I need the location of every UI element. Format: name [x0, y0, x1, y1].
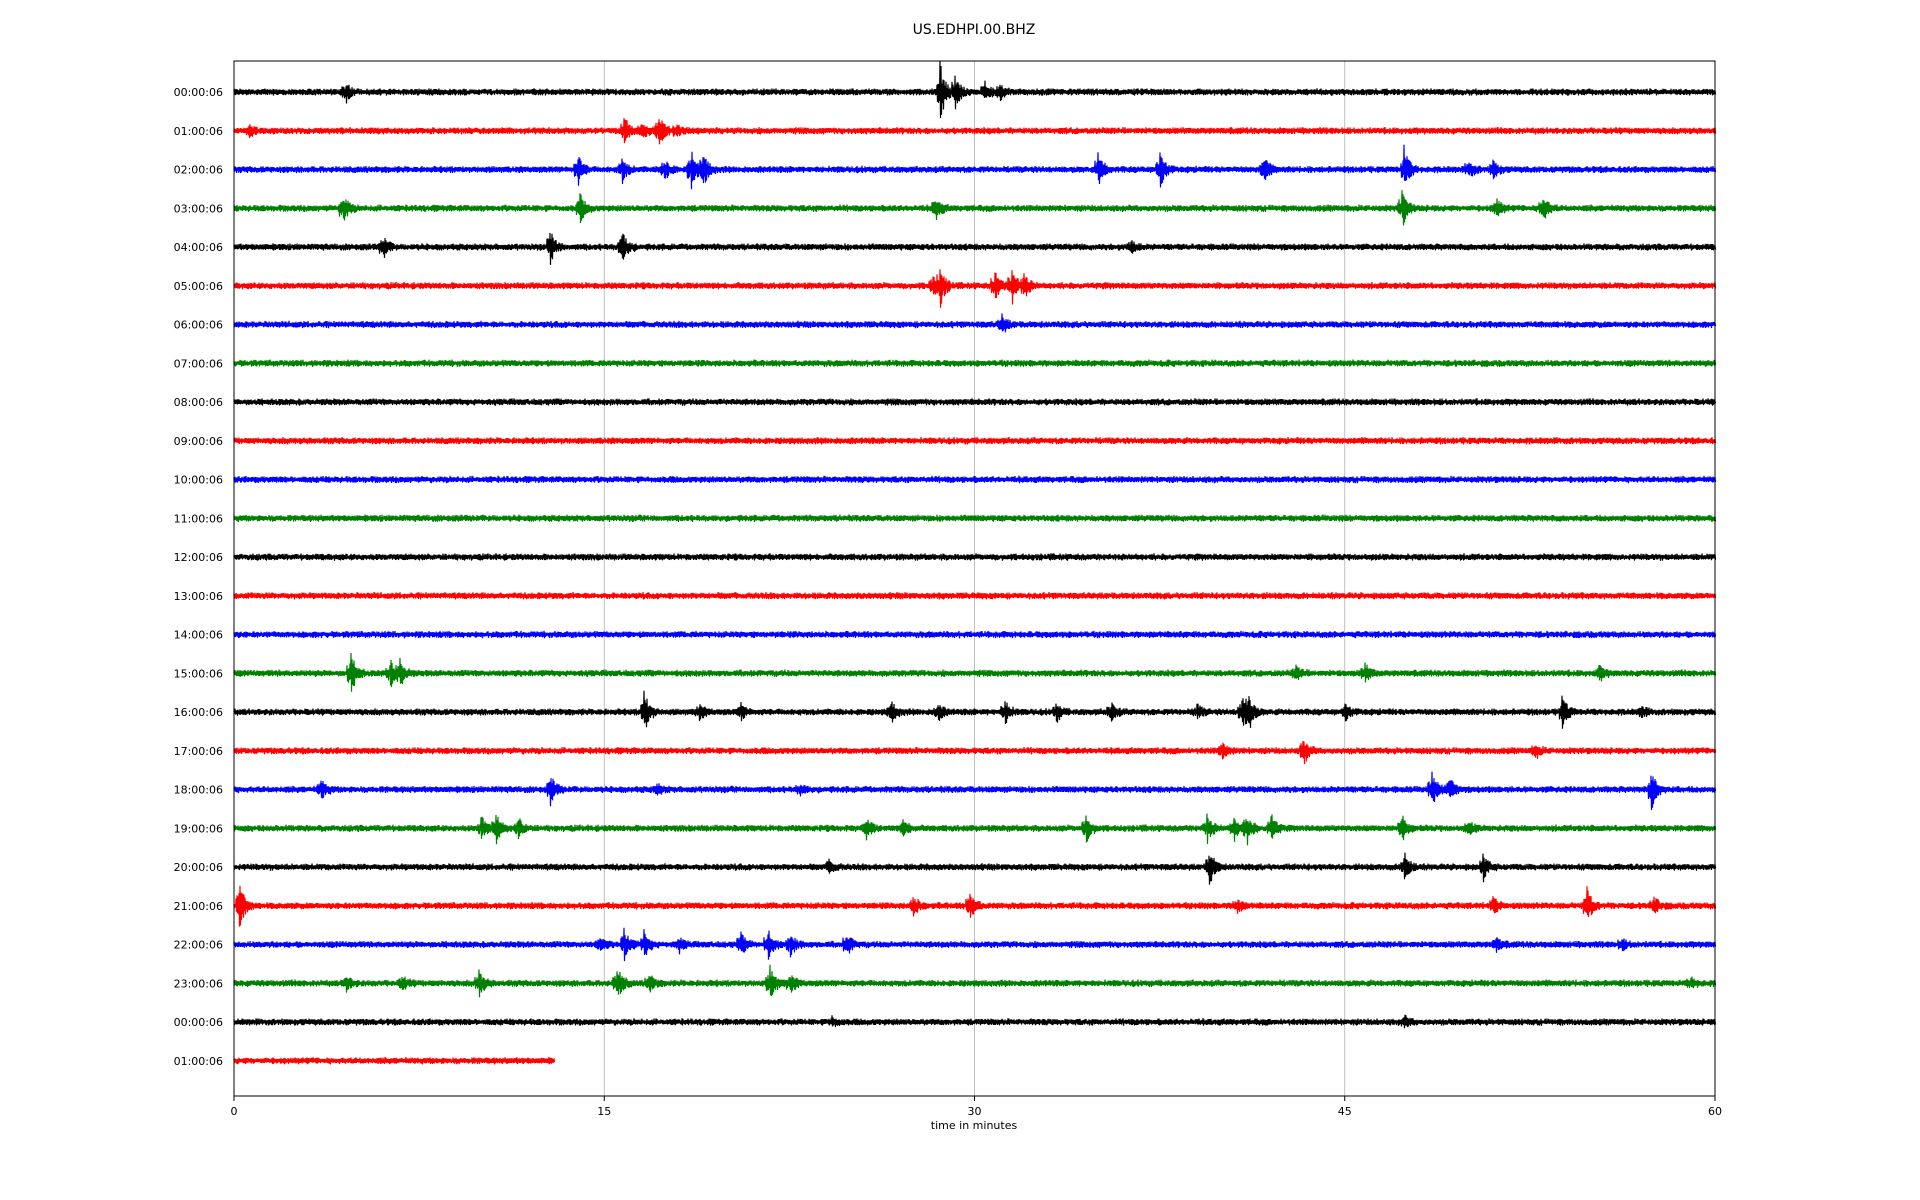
trace-row-12: [233, 553, 1717, 561]
trace-row-23: [233, 964, 1717, 998]
row-label-15: 15:00:06: [174, 667, 223, 680]
trace-row-8: [233, 398, 1717, 406]
trace-rows: [233, 61, 1717, 1065]
row-label-11: 11:00:06: [174, 512, 223, 525]
trace-row-0: [233, 61, 1717, 119]
trace-row-6: [233, 313, 1717, 333]
trace-row-9: [233, 436, 1717, 445]
x-tick-label-0: 0: [231, 1105, 238, 1118]
x-tick-label-60: 60: [1708, 1105, 1722, 1118]
row-label-1: 01:00:06: [174, 125, 223, 138]
trace-row-25: [233, 1056, 556, 1065]
row-label-17: 17:00:06: [174, 745, 223, 758]
trace-row-15: [233, 652, 1717, 692]
row-label-4: 04:00:06: [174, 241, 223, 254]
row-label-24: 00:00:06: [174, 1016, 223, 1029]
row-label-14: 14:00:06: [174, 629, 223, 642]
trace-row-13: [233, 591, 1717, 600]
trace-row-11: [233, 514, 1717, 523]
vertical-gridlines: [603, 61, 1346, 1096]
trace-row-19: [233, 813, 1717, 846]
row-label-16: 16:00:06: [174, 706, 223, 719]
row-label-6: 06:00:06: [174, 319, 223, 332]
trace-row-16: [233, 690, 1717, 729]
row-label-2: 02:00:06: [174, 164, 223, 177]
row-label-25: 01:00:06: [174, 1055, 223, 1068]
row-label-5: 05:00:06: [174, 280, 223, 293]
trace-row-20: [233, 852, 1717, 885]
trace-row-3: [233, 190, 1717, 226]
row-label-7: 07:00:06: [174, 357, 223, 370]
x-tick-label-45: 45: [1338, 1105, 1352, 1118]
row-label-10: 10:00:06: [174, 474, 223, 487]
row-label-18: 18:00:06: [174, 784, 223, 797]
trace-row-18: [233, 771, 1717, 811]
trace-row-7: [233, 359, 1717, 368]
x-tick-label-30: 30: [968, 1105, 982, 1118]
row-label-22: 22:00:06: [174, 939, 223, 952]
row-label-20: 20:00:06: [174, 861, 223, 874]
row-label-13: 13:00:06: [174, 590, 223, 603]
trace-row-24: [233, 1014, 1717, 1029]
x-tick-label-15: 15: [597, 1105, 611, 1118]
trace-row-14: [233, 630, 1717, 639]
row-label-23: 23:00:06: [174, 977, 223, 990]
x-axis-label: time in minutes: [931, 1119, 1018, 1132]
row-label-9: 09:00:06: [174, 435, 223, 448]
row-label-12: 12:00:06: [174, 551, 223, 564]
row-label-8: 08:00:06: [174, 396, 223, 409]
chart-title: US.EDHPI.00.BHZ: [913, 22, 1036, 38]
trace-row-10: [233, 475, 1717, 484]
trace-row-17: [233, 741, 1717, 765]
row-label-19: 19:00:06: [174, 822, 223, 835]
x-axis-ticks: 0 15 30 45 60: [231, 1096, 1722, 1118]
trace-row-2: [233, 144, 1717, 190]
row-label-21: 21:00:06: [174, 900, 223, 913]
trace-row-5: [233, 269, 1717, 308]
row-label-3: 03:00:06: [174, 202, 223, 215]
row-time-labels: 00:00:06 01:00:06 02:00:06 03:00:06 04:00:06…: [174, 86, 223, 1068]
trace-row-4: [233, 232, 1717, 266]
trace-row-22: [233, 927, 1717, 962]
row-label-0: 00:00:06: [174, 86, 223, 99]
trace-row-21: [233, 885, 1717, 927]
trace-row-1: [233, 118, 1717, 145]
